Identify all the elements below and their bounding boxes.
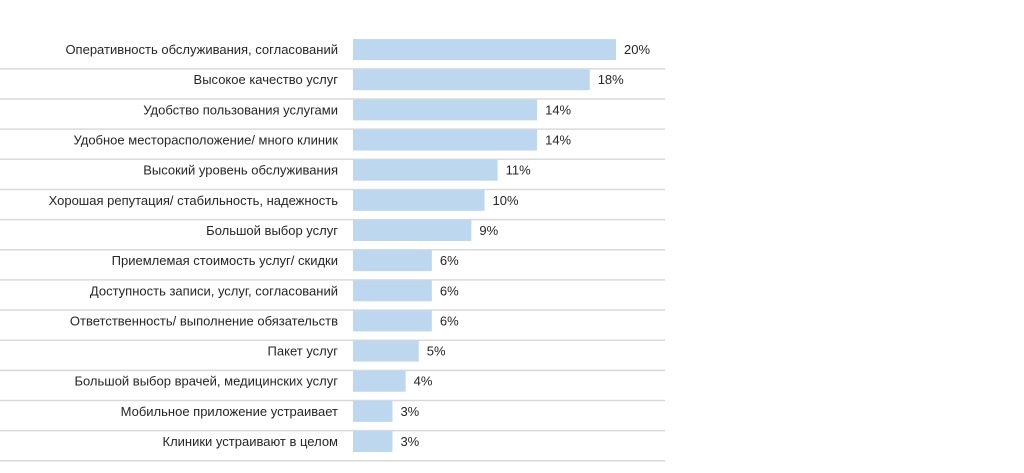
data-label: 3% <box>400 434 419 449</box>
bar <box>353 219 472 241</box>
data-label: 6% <box>440 313 459 328</box>
data-label: 3% <box>400 404 419 419</box>
data-label: 5% <box>427 344 446 359</box>
data-label: 20% <box>624 42 650 57</box>
data-label: 10% <box>493 193 519 208</box>
data-label: 9% <box>479 223 498 238</box>
data-label: 4% <box>414 374 433 389</box>
data-label: 18% <box>598 72 624 87</box>
data-label: 14% <box>545 133 571 148</box>
category-label: Удобное месторасположение/ много клиник <box>74 133 339 148</box>
bar <box>353 189 485 211</box>
category-label: Высокий уровень обслуживания <box>143 163 338 178</box>
bar <box>353 250 432 272</box>
bar <box>353 39 616 61</box>
bar <box>353 340 419 362</box>
bar <box>353 431 393 453</box>
category-label: Высокое качество услуг <box>194 72 339 87</box>
bar <box>353 69 590 91</box>
bar <box>353 129 538 151</box>
bar <box>353 400 393 422</box>
bar <box>353 99 538 121</box>
data-label: 11% <box>506 163 531 178</box>
data-label: 14% <box>545 102 571 117</box>
category-label: Удобство пользования услугами <box>143 102 338 117</box>
category-label: Пакет услуг <box>268 344 339 359</box>
bar <box>353 370 406 392</box>
category-label: Мобильное приложение устраивает <box>121 404 338 419</box>
category-label: Ответственность/ выполнение обязательств <box>70 313 338 328</box>
category-label: Большой выбор услуг <box>206 223 338 238</box>
category-label: Оперативность обслуживания, согласований <box>65 42 338 57</box>
data-label: 6% <box>440 253 459 268</box>
category-label: Хорошая репутация/ стабильность, надежно… <box>49 193 339 208</box>
category-label: Клиники устраивают в целом <box>163 434 339 449</box>
category-label: Приемлемая стоимость услуг/ скидки <box>112 253 338 268</box>
category-label: Большой выбор врачей, медицинских услуг <box>74 374 338 389</box>
category-label: Доступность записи, услуг, согласований <box>90 283 338 298</box>
data-label: 6% <box>440 283 459 298</box>
bar <box>353 159 498 181</box>
bar <box>353 310 432 332</box>
bar <box>353 280 432 302</box>
